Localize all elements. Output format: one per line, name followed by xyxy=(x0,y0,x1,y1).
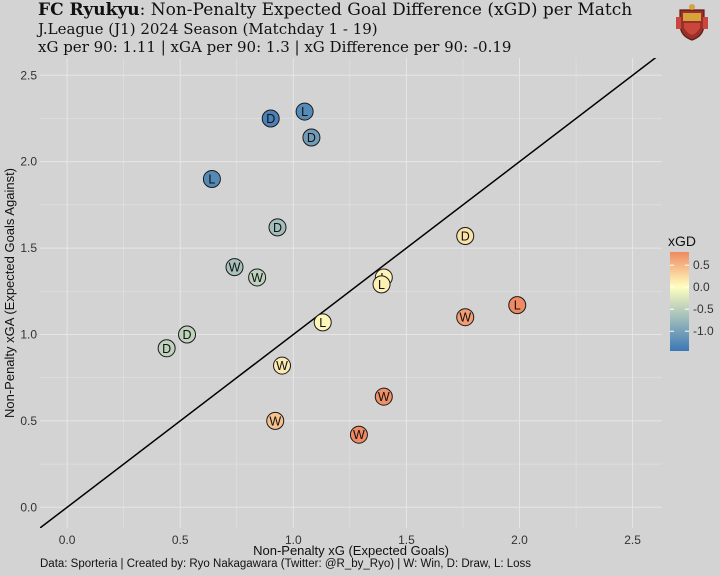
legend-colorbar xyxy=(670,252,689,351)
legend-tick-label: -0.5 xyxy=(693,302,714,316)
point-result-label: L xyxy=(301,105,308,119)
point-result-label: L xyxy=(514,299,521,313)
point-marker xyxy=(456,308,475,327)
point-result-label: W xyxy=(276,359,288,373)
data-point: W xyxy=(248,268,267,287)
data-point: W xyxy=(273,356,292,375)
axis-tick-labels: 0.0 0.5 1.0 1.5 2.0 2.5 0.0 0.5 1.0 1.5 2.0 2.5 xyxy=(20,68,641,547)
chart-subtitle-season: J.League (J1) 2024 Season (Matchday 1 - … xyxy=(38,20,378,38)
point-marker xyxy=(372,275,391,294)
point-marker xyxy=(374,387,393,406)
data-point: D xyxy=(157,339,176,358)
legend-tick-label: 0.5 xyxy=(693,258,710,272)
y-tick-label: 2.5 xyxy=(20,68,37,82)
point-result-label: L xyxy=(378,278,385,292)
y-tick-label: 2.0 xyxy=(20,155,37,169)
x-tick-label: 0.0 xyxy=(59,533,76,547)
y-tick-label: 1.0 xyxy=(20,327,37,341)
legend-tick-label: 0.0 xyxy=(693,280,710,294)
color-legend: xGD 0.5 0.0 -0.5 -1.0 xyxy=(668,233,714,351)
point-result-label: D xyxy=(162,342,171,356)
point-result-label: L xyxy=(319,316,326,330)
y-tick-label: 0.0 xyxy=(20,500,37,514)
x-tick-label: 2.0 xyxy=(511,533,528,547)
point-result-label: D xyxy=(307,131,316,145)
point-marker xyxy=(202,169,221,188)
data-points: DLDLDWWDLLLWLDDWWWW xyxy=(157,102,527,444)
point-result-label: W xyxy=(459,311,471,325)
point-marker xyxy=(349,425,368,444)
y-tick-label: 1.5 xyxy=(20,241,37,255)
x-axis-label: Non-Penalty xG (Expected Goals) xyxy=(253,543,449,558)
point-marker xyxy=(302,128,321,147)
point-result-label: L xyxy=(208,172,215,186)
point-result-label: W xyxy=(229,261,241,275)
point-result-label: D xyxy=(183,328,192,342)
x-tick-label: 0.5 xyxy=(172,533,189,547)
point-marker xyxy=(295,102,314,121)
point-result-label: W xyxy=(251,271,263,285)
data-point: L xyxy=(295,102,314,121)
x-tick-label: 2.5 xyxy=(624,533,641,547)
point-marker xyxy=(248,268,267,287)
point-result-label: D xyxy=(461,229,470,243)
point-marker xyxy=(508,296,527,315)
point-marker xyxy=(273,356,292,375)
data-point: W xyxy=(456,308,475,327)
legend-tick-label: -1.0 xyxy=(693,324,714,338)
grid-lines xyxy=(40,58,662,528)
data-point: W xyxy=(374,387,393,406)
data-point: L xyxy=(202,169,221,188)
data-point: W xyxy=(349,425,368,444)
data-point: D xyxy=(456,226,475,245)
data-caption: Data: Sporteria | Created by: Ryo Nakaga… xyxy=(40,558,532,570)
point-result-label: D xyxy=(266,112,275,126)
y-tick-label: 0.5 xyxy=(20,414,37,428)
data-point: D xyxy=(302,128,321,147)
point-marker xyxy=(313,313,332,332)
point-result-label: W xyxy=(353,428,365,442)
data-point: W xyxy=(225,258,244,277)
data-point: D xyxy=(178,325,197,344)
y-axis-label: Non-Penalty xGA (Expected Goals Against) xyxy=(2,168,17,418)
data-point: L xyxy=(372,275,391,294)
legend-title: xGD xyxy=(668,233,696,249)
data-point: D xyxy=(268,218,287,237)
point-marker xyxy=(261,109,280,128)
chart-subtitle-stats: xG per 90: 1.11 | xGA per 90: 1.3 | xG D… xyxy=(38,38,512,56)
point-marker xyxy=(225,258,244,277)
point-marker xyxy=(178,325,197,344)
chart-title: FC Ryukyu: Non-Penalty Expected Goal Dif… xyxy=(38,0,632,20)
data-point: D xyxy=(261,109,280,128)
data-point: L xyxy=(313,313,332,332)
point-marker xyxy=(266,411,285,430)
data-point: L xyxy=(508,296,527,315)
point-result-label: D xyxy=(273,221,282,235)
point-result-label: W xyxy=(378,390,390,404)
data-point: W xyxy=(266,411,285,430)
point-marker xyxy=(456,226,475,245)
team-name: FC Ryukyu xyxy=(38,0,140,20)
point-marker xyxy=(157,339,176,358)
club-crest-icon xyxy=(676,4,708,41)
x-tick-label: 1.0 xyxy=(285,533,302,547)
point-result-label: W xyxy=(269,414,281,428)
x-tick-label: 1.5 xyxy=(398,533,415,547)
point-marker xyxy=(268,218,287,237)
title-text: : Non-Penalty Expected Goal Difference (… xyxy=(139,0,633,20)
